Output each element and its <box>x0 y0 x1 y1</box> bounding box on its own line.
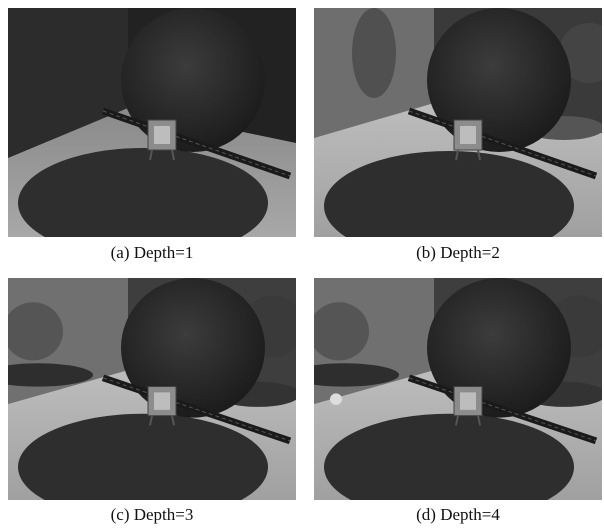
caption: (c) Depth=3 <box>8 505 296 525</box>
caption: (d) Depth=4 <box>314 505 602 525</box>
caption: (b) Depth=2 <box>314 243 602 263</box>
caption: (a) Depth=1 <box>8 243 296 263</box>
figure: (a) Depth=1 (b) Depth=2 (c) Depth=3 (d) … <box>0 0 604 528</box>
render-image <box>8 8 296 237</box>
render-image <box>314 278 602 500</box>
render-image <box>314 8 602 237</box>
render-image <box>8 278 296 500</box>
